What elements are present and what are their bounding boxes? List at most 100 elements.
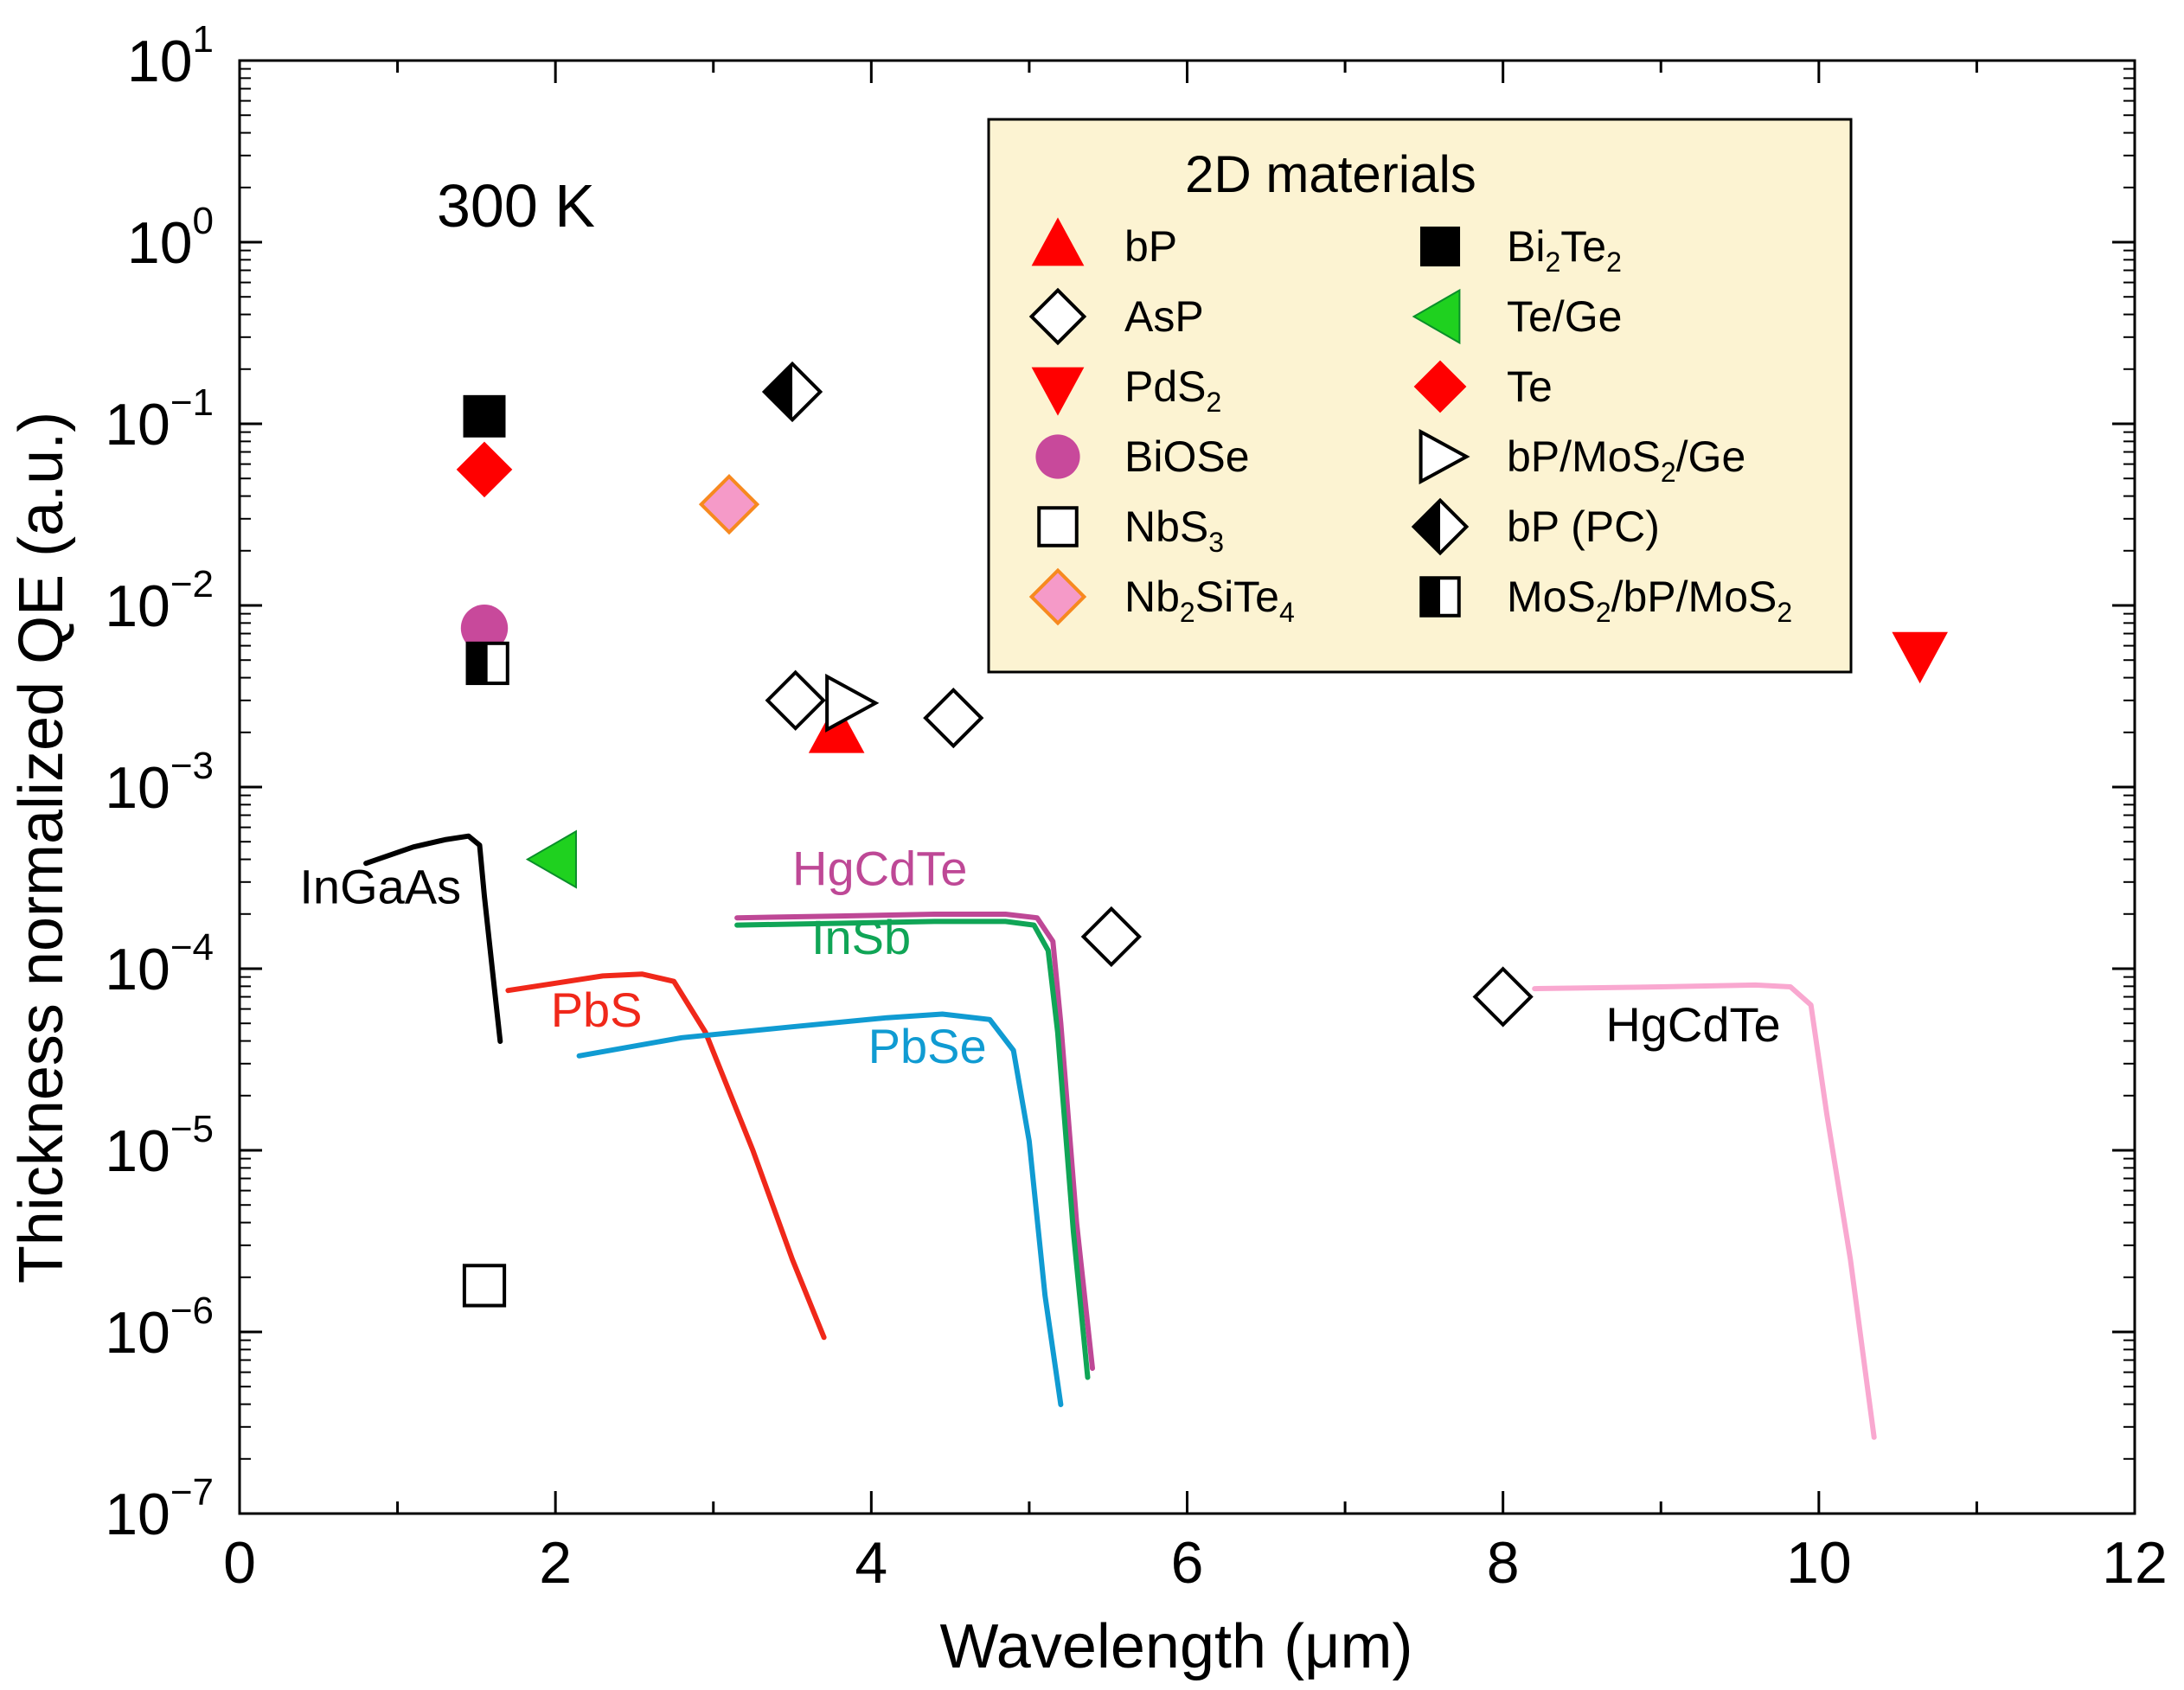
data-point-nbs3 [462, 1264, 507, 1308]
y-tick-base: 10 [105, 937, 170, 1002]
curve-pbs [505, 971, 827, 1341]
curve-insb [734, 919, 1091, 1380]
data-point-bppc [761, 361, 823, 423]
legend-label-part: bP/MoS [1507, 432, 1661, 481]
y-tick-exponent: −2 [170, 563, 214, 605]
y-tick-label: 10−4 [105, 926, 214, 1002]
y-tick-exponent: −7 [170, 1471, 214, 1514]
y-tick-base: 10 [105, 392, 170, 458]
legend-label-subscript: 2 [1606, 246, 1622, 278]
square-shape [463, 394, 506, 438]
y-tick-label: 10−7 [105, 1471, 214, 1547]
y-tick-base: 10 [127, 210, 193, 276]
y-tick-label: 10−1 [105, 381, 214, 458]
square-shape [1037, 506, 1079, 547]
y-tick-label: 10−3 [105, 745, 214, 821]
triangle-left-shape [525, 829, 577, 889]
data-point-asp [765, 669, 826, 731]
triangle-left-shape [1412, 288, 1461, 345]
legend-marker-pds2 [1031, 367, 1085, 416]
diamond-shape [456, 441, 513, 498]
triangle-down-shape [1031, 367, 1085, 416]
curve-ingaas [363, 833, 503, 1044]
curve-label-insb: InSb [811, 910, 911, 964]
y-tick-base: 10 [105, 1482, 170, 1547]
x-tick-label: 12 [2102, 1530, 2168, 1596]
legend-marker-te [1413, 360, 1467, 413]
y-tick-exponent: −1 [170, 381, 214, 424]
legend-label-nbs3: NbS3 [1124, 503, 1224, 558]
legend-marker-bi2te2 [1419, 226, 1461, 267]
curve-hgcdte [1532, 982, 1877, 1440]
legend-label-part: bP [1124, 222, 1177, 271]
legend-label-part: NbS [1124, 503, 1208, 551]
legend-marker-nbs3 [1037, 506, 1079, 547]
square-shape [462, 1264, 507, 1308]
legend-label-part: /bP/MoS [1611, 573, 1777, 621]
triangle-down-shape [1892, 631, 1948, 684]
data-point-te [456, 441, 513, 498]
circle-shape [460, 605, 509, 652]
legend-marker-biose [1035, 434, 1080, 479]
y-tick-exponent: −6 [170, 1290, 214, 1332]
legend-label-subscript: 4 [1279, 597, 1295, 628]
legend-label-pds2: PdS2 [1124, 362, 1221, 418]
triangle-right-shape [1419, 428, 1470, 485]
curve-pbse [576, 1011, 1064, 1407]
legend-label-bppc: bP (PC) [1507, 503, 1660, 551]
legend-label-subscript: 2 [1661, 457, 1676, 488]
legend-label-asp: AsP [1124, 292, 1204, 341]
legend: 2D materialsbPAsPPdS2BiOSeNbS3Nb2SiTe4Bi… [987, 118, 1853, 674]
legend-label-part: /Ge [1676, 432, 1746, 481]
data-point-bpmos2ge [825, 673, 880, 733]
legend-marker-tege [1412, 288, 1461, 345]
legend-label-te: Te [1507, 362, 1553, 411]
data-point-asp [1080, 906, 1142, 968]
diamond-shape [1028, 567, 1087, 626]
legend-label-bp: bP [1124, 222, 1177, 271]
data-point-pds2 [1892, 631, 1948, 684]
legend-marker-mos2bpmos2 [1419, 576, 1461, 618]
y-tick-base: 10 [105, 573, 170, 639]
legend-label-subscript: 2 [1545, 246, 1560, 278]
x-tick-label: 2 [539, 1530, 572, 1596]
legend-label-tege: Te/Ge [1507, 292, 1622, 341]
legend-label-part: MoS [1507, 573, 1596, 621]
square-shape [1419, 226, 1461, 267]
legend-marker-bp [1031, 217, 1085, 266]
curve-label-hgcdte: HgCdTe [792, 841, 967, 895]
data-points [456, 361, 1948, 1308]
legend-marker-asp [1028, 287, 1087, 346]
y-axis-title: Thickness normalized QE (a.u.) [7, 412, 76, 1284]
diamond-shape [765, 669, 826, 731]
square-half-fill [1421, 578, 1440, 616]
x-tick-label: 6 [1171, 1530, 1204, 1596]
legend-label-mos2bpmos2: MoS2/bP/MoS2 [1507, 573, 1792, 628]
triangle-up-shape [808, 701, 865, 753]
legend-label-part: AsP [1124, 292, 1204, 341]
data-point-mos2bpmos2 [465, 641, 509, 686]
y-tick-exponent: −5 [170, 1108, 214, 1150]
y-tick-label: 10−6 [105, 1290, 214, 1366]
temperature-annotation: 300 K [437, 172, 595, 240]
legend-label-nb2site4: Nb2SiTe4 [1124, 573, 1295, 628]
x-axis-title: Wavelength (μm) [940, 1612, 1413, 1681]
legend-label-part: Te [1560, 222, 1606, 271]
legend-title: 2D materials [1185, 145, 1476, 203]
y-tick-label: 100 [127, 200, 214, 276]
legend-label-part: PdS [1124, 362, 1207, 411]
legend-label-bpmos2ge: bP/MoS2/Ge [1507, 432, 1745, 488]
y-tick-exponent: −4 [170, 926, 214, 969]
triangle-right-shape [825, 673, 880, 733]
y-tick-base: 10 [105, 755, 170, 821]
x-tick-label: 4 [855, 1530, 887, 1596]
diamond-shape [1413, 360, 1467, 413]
y-tick-label: 101 [127, 18, 214, 94]
legend-label-subscript: 2 [1596, 597, 1611, 628]
x-tick-label: 8 [1487, 1530, 1520, 1596]
legend-label-bi2te2: Bi2Te2 [1507, 222, 1622, 278]
axes-layer: 0 2 4 6 8 10 1210110010−110−210−310−410−510−61… [105, 18, 2168, 1596]
x-tick-label: 0 [223, 1530, 256, 1596]
square-half-fill [467, 643, 488, 684]
data-point-biose [460, 605, 509, 652]
